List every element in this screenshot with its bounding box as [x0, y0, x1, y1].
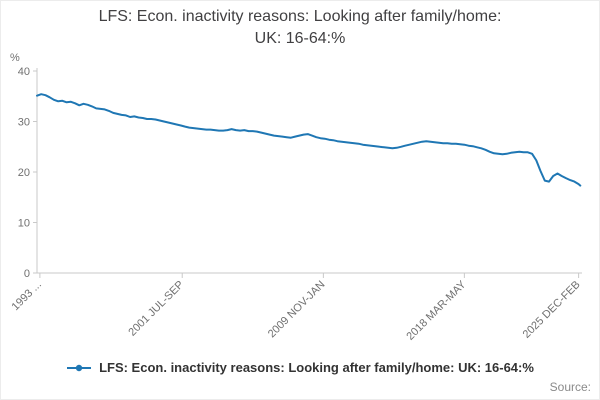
x-tick-label: 2025 DEC-FEB [521, 279, 583, 341]
line-chart: 0 10 20 30 40 1993 ... 2001 JUL-SEP 2009 NOV-JA… [10, 52, 583, 343]
chart-title-line-2: UK: 16-64:% [254, 30, 346, 48]
chart-title: LFS: Econ. inactivity reasons: Looking a… [21, 6, 579, 51]
x-tick-label: 1993 ... [10, 279, 44, 313]
y-tick-label: 0 [24, 268, 30, 280]
y-tick-label: 30 [18, 117, 30, 129]
x-tick-label: 2009 NOV-JAN [266, 279, 328, 341]
legend-item[interactable]: LFS: Econ. inactivity reasons: Looking a… [66, 360, 534, 375]
legend: LFS: Econ. inactivity reasons: Looking a… [1, 360, 599, 375]
chart-title-line-1: LFS: Econ. inactivity reasons: Looking a… [98, 8, 502, 25]
y-tick-label: 40 [18, 66, 30, 78]
y-axis-unit-label: % [10, 52, 20, 64]
legend-line-marker-icon [67, 364, 92, 371]
y-tick-label: 10 [18, 218, 30, 230]
x-tick-label: 2001 JUL-SEP [126, 279, 186, 339]
x-tick-label: 2018 MAR-MAY [404, 278, 469, 343]
y-tick-label: 20 [18, 167, 30, 179]
data-line [36, 93, 582, 187]
source-label: Source: [549, 380, 591, 394]
legend-label: LFS: Econ. inactivity reasons: Looking a… [99, 360, 534, 375]
